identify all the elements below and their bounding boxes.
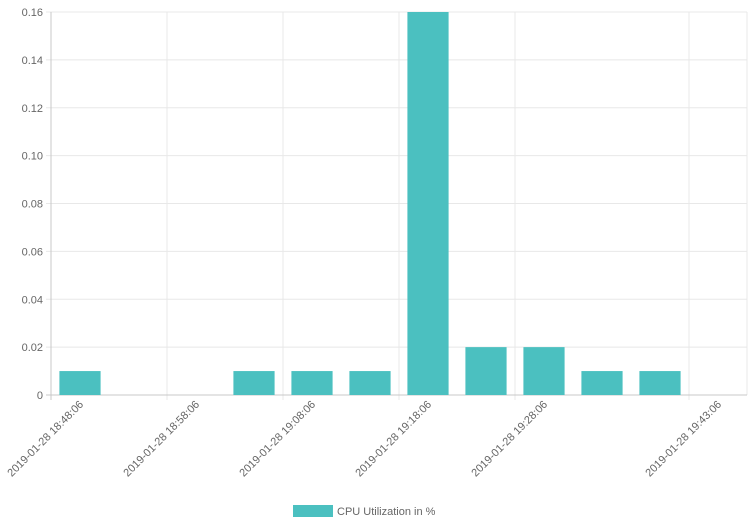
legend-swatch[interactable] <box>293 505 333 517</box>
x-axis-ticks: 2019-01-28 18:48:06 2019-01-28 18:58:06 20… <box>5 399 724 480</box>
y-tick-label: 0.06 <box>22 246 43 258</box>
x-tick-label: 2019-01-28 18:48:06 <box>5 399 86 480</box>
bar[interactable] <box>59 371 101 395</box>
y-tick-label: 0 <box>37 390 43 402</box>
bars <box>59 12 681 395</box>
y-tick-label: 0.02 <box>22 342 43 354</box>
legend[interactable]: CPU Utilization in % <box>293 505 436 518</box>
grid-lines <box>46 11 748 400</box>
bar[interactable] <box>407 12 449 395</box>
x-tick-label: 2019-01-28 19:08:06 <box>237 399 318 480</box>
x-tick-label: 2019-01-28 19:28:06 <box>469 399 550 480</box>
axes <box>50 12 747 400</box>
y-tick-label: 0.12 <box>22 103 43 115</box>
x-tick-label: 2019-01-28 18:58:06 <box>121 399 202 480</box>
y-tick-label: 0.10 <box>22 151 43 163</box>
y-tick-label: 0.04 <box>22 294 43 306</box>
y-tick-label: 0.16 <box>22 7 43 19</box>
x-tick-label: 2019-01-28 19:18:06 <box>353 399 434 480</box>
bar[interactable] <box>639 371 681 395</box>
bar[interactable] <box>465 347 507 395</box>
y-tick-label: 0.08 <box>22 199 43 211</box>
bar[interactable] <box>523 347 565 395</box>
legend-label[interactable]: CPU Utilization in % <box>337 506 436 518</box>
y-tick-label: 0.14 <box>22 55 43 67</box>
bar[interactable] <box>291 371 333 395</box>
x-tick-label: 2019-01-28 19:43:06 <box>643 399 724 480</box>
bar[interactable] <box>233 371 275 395</box>
y-axis-ticks: 0 0.02 0.04 0.06 0.08 0.10 0.12 0.14 0.16 <box>22 7 43 402</box>
bar[interactable] <box>349 371 391 395</box>
bar[interactable] <box>581 371 623 395</box>
